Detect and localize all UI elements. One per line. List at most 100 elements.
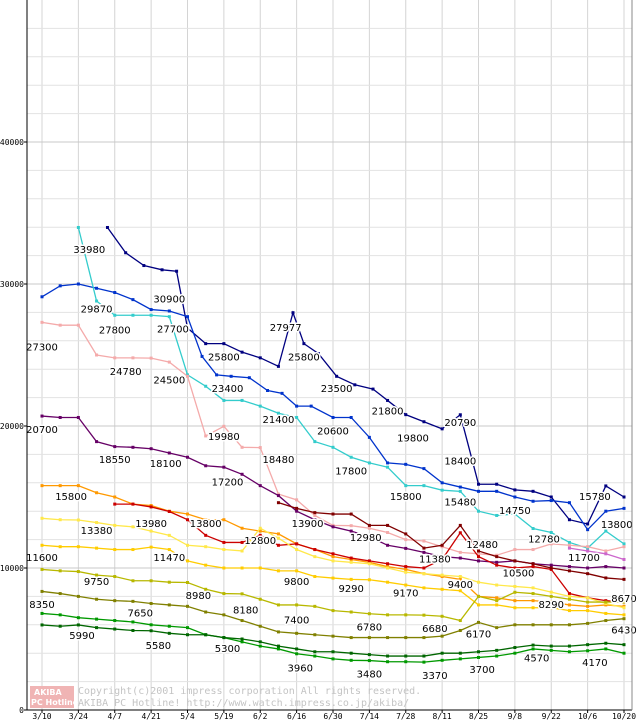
data-point [531, 623, 535, 627]
data-point [349, 610, 353, 614]
data-label: 11700 [568, 553, 600, 564]
data-point [331, 634, 335, 638]
data-point [131, 502, 135, 506]
data-point [586, 600, 590, 604]
series-line [569, 547, 625, 561]
data-point [386, 543, 390, 547]
data-point [495, 648, 499, 652]
data-point [549, 531, 553, 534]
data-point [167, 624, 171, 628]
data-label: 7650 [127, 608, 152, 619]
data-point [513, 623, 517, 627]
data-point [604, 576, 608, 580]
data-point [531, 548, 535, 552]
data-point [386, 398, 390, 402]
data-point [222, 398, 226, 402]
data-point [276, 501, 280, 505]
data-point [149, 308, 153, 312]
data-point [622, 577, 626, 581]
data-point [95, 353, 99, 357]
data-point [204, 518, 208, 522]
data-point [604, 529, 608, 533]
data-label: 27977 [270, 323, 302, 334]
data-point [186, 543, 189, 547]
x-tick-label: 8/25 [469, 712, 488, 720]
y-tick-label: 20000 [0, 422, 24, 431]
data-point [495, 626, 499, 630]
data-label: 27300 [26, 343, 58, 354]
data-point [422, 539, 426, 543]
data-point [622, 506, 626, 510]
data-label: 5990 [69, 631, 94, 642]
series-layer [40, 225, 626, 664]
x-tick-label: 9/8 [508, 712, 523, 720]
data-point [149, 629, 153, 633]
data-point [531, 599, 535, 603]
data-point [186, 633, 189, 637]
data-point [495, 482, 499, 486]
data-point [404, 462, 408, 466]
data-point [142, 264, 146, 268]
data-label: 9290 [338, 584, 363, 595]
data-label: 6680 [422, 624, 447, 635]
data-point [113, 619, 117, 623]
data-point [422, 566, 426, 570]
data-point [76, 594, 80, 598]
data-point [531, 527, 535, 531]
data-point [567, 518, 571, 522]
data-point [495, 560, 499, 564]
data-point [367, 653, 371, 657]
data-point [567, 594, 571, 598]
data-point [404, 660, 408, 664]
data-point [40, 516, 44, 520]
data-point [186, 374, 189, 378]
data-point [76, 518, 80, 522]
data-point [531, 606, 535, 610]
data-point [349, 556, 353, 560]
data-point [458, 485, 462, 489]
data-point [622, 545, 626, 549]
data-point [131, 445, 135, 449]
data-point [76, 323, 80, 327]
data-point [422, 613, 426, 617]
data-label: 13980 [135, 519, 167, 530]
data-point [404, 546, 408, 550]
data-point [513, 584, 517, 588]
data-point [131, 298, 135, 302]
data-point [513, 646, 517, 650]
data-point [440, 488, 444, 492]
data-point [567, 592, 571, 596]
data-point [458, 619, 462, 623]
data-point [549, 542, 553, 546]
data-point [222, 518, 226, 522]
data-point [240, 540, 244, 544]
data-point [586, 621, 590, 625]
data-point [586, 649, 590, 653]
data-point [204, 545, 208, 549]
data-point [549, 644, 553, 648]
data-point [604, 641, 608, 645]
data-point [331, 559, 335, 563]
data-label: 29870 [81, 304, 113, 315]
data-point [386, 465, 390, 469]
data-point [604, 647, 608, 651]
data-point [58, 613, 62, 617]
data-point [440, 557, 444, 561]
data-label: 11470 [153, 553, 185, 564]
data-point [58, 284, 62, 288]
watermark: AKIBA PC Hotline! Copyright(c)2001 impre… [30, 686, 421, 709]
data-point [76, 484, 80, 488]
data-point [295, 404, 299, 408]
data-point [204, 384, 208, 388]
data-point [349, 529, 353, 533]
data-point [149, 505, 153, 509]
data-point [567, 565, 571, 569]
data-point [604, 611, 608, 615]
data-point [567, 540, 571, 544]
data-point [422, 484, 426, 488]
data-point [331, 525, 335, 529]
data-point [477, 650, 480, 654]
data-point [513, 590, 517, 594]
data-label: 13800 [190, 519, 222, 530]
data-point [124, 251, 128, 255]
